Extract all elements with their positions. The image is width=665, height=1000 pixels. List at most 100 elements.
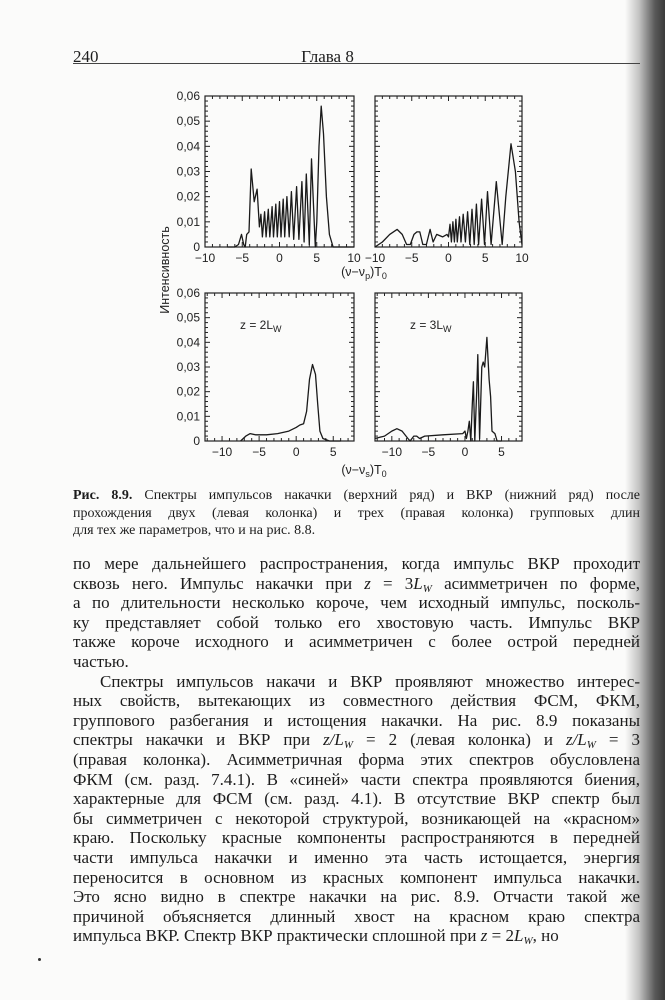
text-run: бы симметричен с некоторой структурой, в… bbox=[73, 808, 640, 828]
text-run: = 2 (левая колонка) и bbox=[353, 730, 566, 750]
text-run: спектры накачки и ВКР при bbox=[73, 730, 324, 750]
text-run: ных свойств, вытекающих из совместного д… bbox=[73, 691, 640, 711]
panel-bottom-right: −10 −5 0 5 z = 3LW bbox=[374, 292, 523, 459]
text-line: Спектры импульсов накачи и ВКР проявляют… bbox=[73, 672, 640, 692]
text-line: импульса ВКР. Спектр ВКР практически спл… bbox=[73, 926, 640, 948]
panel-bottom-left: −10 −5 0 5 0 0,01 0,02 0,03 0,04 0,05 0,06 z = 2LW bbox=[177, 286, 355, 459]
text-run: переносится в основном из красных компон… bbox=[73, 867, 640, 887]
panel-annotation: z = 2LW bbox=[240, 318, 282, 334]
spectrum-line bbox=[374, 336, 502, 442]
text-run: Спектры импульсов накачи и ВКР проявляют… bbox=[100, 671, 640, 691]
x-tick-label: 0 bbox=[293, 445, 300, 459]
y-tick-label: 0,03 bbox=[177, 165, 201, 179]
y-tick-label: 0,01 bbox=[177, 215, 201, 229]
text-run: = 3 bbox=[370, 573, 414, 593]
text-run: по мере дальнейшего распространения, ког… bbox=[73, 554, 640, 573]
x-tick-label: 5 bbox=[482, 251, 489, 265]
math-run: W bbox=[523, 935, 533, 948]
text-run: Это ясно видно в спектре накачки на рис.… bbox=[73, 887, 640, 907]
text-line: краю. Поскольку красные компоненты распр… bbox=[73, 828, 640, 848]
top-x-axis-label: (ν−νp)T0 bbox=[341, 265, 387, 281]
text-run: (правая колонка). Асимметричная форма эт… bbox=[73, 749, 640, 769]
spectrum-line bbox=[374, 143, 523, 248]
math-run: z bbox=[364, 573, 371, 593]
x-tick-label: 5 bbox=[498, 445, 505, 459]
text-run: ФКМ (см. разд. 7.4.1). В «синей» части с… bbox=[73, 769, 640, 789]
y-tick-label: 0,02 bbox=[177, 190, 201, 204]
y-tick-label: 0,02 bbox=[177, 385, 201, 399]
text-run: = 2 bbox=[487, 926, 514, 946]
y-tick-label: 0 bbox=[193, 434, 200, 448]
x-tick-label: 10 bbox=[347, 251, 361, 265]
math-run: z/L bbox=[565, 730, 587, 750]
math-run: z bbox=[480, 926, 488, 946]
y-tick-label: 0,01 bbox=[177, 409, 201, 423]
text-run: частью. bbox=[73, 651, 129, 671]
text-run: части импульса накачки и именно эта част… bbox=[73, 847, 640, 867]
x-tick-label: 0 bbox=[462, 445, 469, 459]
text-run: характерные для ФСМ (см. разд. 4.1). В о… bbox=[73, 789, 640, 809]
y-axis-label: Интенсивность bbox=[158, 226, 172, 314]
x-tick-label: −10 bbox=[195, 251, 216, 265]
text-line: спектры накачки и ВКР при z/LW = 2 (лева… bbox=[73, 730, 640, 752]
y-tick-label: 0,03 bbox=[177, 360, 201, 374]
text-line: группового разбегания и истощения накачк… bbox=[73, 711, 640, 731]
x-tick-label: 0 bbox=[445, 251, 452, 265]
y-tick-label: 0,04 bbox=[177, 335, 201, 349]
panel-top-left: −10 −5 0 5 10 0 0,01 0,02 0,03 0,04 0,05 0,06 bbox=[177, 89, 361, 265]
header-rule bbox=[73, 63, 640, 64]
text-line: переносится в основном из красных компон… bbox=[73, 868, 640, 888]
spectrum-line bbox=[240, 363, 341, 442]
x-tick-label: 10 bbox=[515, 251, 529, 265]
math-run: z/L bbox=[323, 730, 344, 750]
figure-8-9: Интенсивность (ν−νp)T0 (ν−νs)T0 −10 −5 0 5 1… bbox=[158, 89, 529, 479]
y-tick-label: 0,06 bbox=[177, 286, 201, 300]
spectrum-line bbox=[227, 105, 354, 248]
x-tick-label: −5 bbox=[422, 445, 436, 459]
x-tick-label: −5 bbox=[252, 445, 266, 459]
plot-frame bbox=[374, 292, 523, 442]
text-line: бы симметричен с некоторой структурой, в… bbox=[73, 809, 640, 829]
caption-text: Спектры импульсов накачки (верхний ряд) … bbox=[132, 488, 640, 503]
text-line: характерные для ФСМ (см. разд. 4.1). В о… bbox=[73, 789, 640, 809]
x-tick-label: −10 bbox=[382, 445, 403, 459]
text-line: ных свойств, вытекающих из совместного д… bbox=[73, 691, 640, 711]
math-run: L bbox=[514, 926, 524, 946]
text-line: сквозь него. Импульс накачки при z = 3LW… bbox=[73, 573, 640, 595]
x-tick-label: −5 bbox=[235, 251, 249, 265]
math-run: L bbox=[413, 573, 423, 593]
caption-line: Рис. 8.9. Спектры импульсов накачки (вер… bbox=[73, 487, 640, 505]
y-tick-label: 0,05 bbox=[177, 114, 201, 128]
text-run: группового разбегания и истощения накачк… bbox=[73, 710, 640, 730]
text-line: ФКМ (см. разд. 7.4.1). В «синей» части с… bbox=[73, 770, 640, 790]
body-text: по мере дальнейшего распространения, ког… bbox=[73, 554, 640, 948]
text-line: по мере дальнейшего распространения, ког… bbox=[73, 554, 640, 574]
y-tick-label: 0 bbox=[193, 240, 200, 254]
text-line: (правая колонка). Асимметричная форма эт… bbox=[73, 750, 640, 770]
math-run: W bbox=[586, 739, 596, 752]
text-run: причиной объясняется длинный хвост на кр… bbox=[73, 906, 640, 926]
y-tick-label: 0,04 bbox=[177, 139, 201, 153]
running-title: Глава 8 bbox=[301, 47, 354, 66]
text-run: также короче исходного и асимметричен с … bbox=[73, 632, 640, 652]
text-run: краю. Поскольку красные компоненты распр… bbox=[73, 828, 640, 848]
scan-speck bbox=[38, 958, 41, 961]
text-line: также короче исходного и асимметричен с … bbox=[73, 632, 640, 652]
x-tick-label: 5 bbox=[330, 445, 337, 459]
y-tick-label: 0,06 bbox=[177, 89, 201, 103]
text-line: части импульса накачки и именно эта част… bbox=[73, 848, 640, 868]
text-run: = 3 bbox=[595, 730, 640, 750]
y-tick-label: 0,05 bbox=[177, 311, 201, 325]
page-number: 240 bbox=[73, 47, 99, 66]
bottom-x-axis-label: (ν−νs)T0 bbox=[341, 463, 386, 479]
text-line: ку представляет собой только его хвостов… bbox=[73, 613, 640, 633]
caption-label: Рис. 8.9. bbox=[73, 488, 133, 503]
figure-caption: Рис. 8.9. Спектры импульсов накачки (вер… bbox=[73, 487, 640, 540]
text-line: а по длительности несколько короче, чем … bbox=[73, 593, 640, 613]
text-line: частью. bbox=[73, 652, 640, 672]
caption-line: для тех же параметров, что и на рис. 8.8… bbox=[73, 523, 316, 538]
math-run: W bbox=[422, 582, 432, 595]
text-line: Это ясно видно в спектре накачки на рис.… bbox=[73, 887, 640, 907]
panel-annotation: z = 3LW bbox=[410, 318, 452, 334]
caption-line: прохождения двух (левая колонка) и трех … bbox=[73, 505, 640, 521]
